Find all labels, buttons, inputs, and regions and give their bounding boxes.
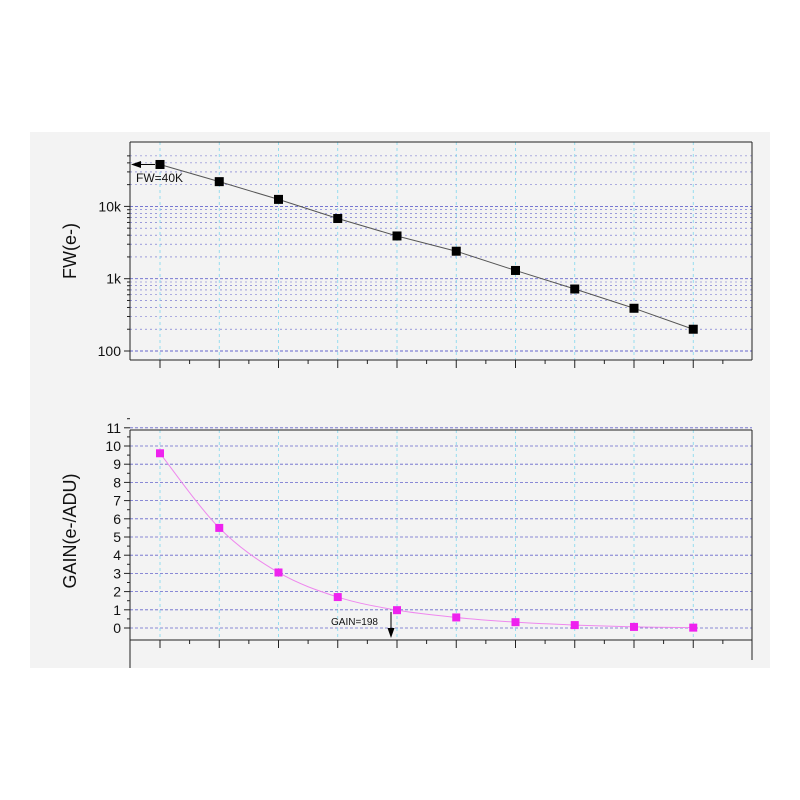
gain-data-point <box>333 593 342 602</box>
fw-plot-area <box>130 142 752 360</box>
gain-annotation-arrowhead <box>387 628 395 638</box>
fw-ylabel: FW(e-) <box>60 223 80 279</box>
fw-data-point <box>511 265 520 275</box>
gain-data-point <box>156 449 164 458</box>
gain-y-tick-label: 7 <box>113 493 121 509</box>
fw-data-point <box>214 177 224 187</box>
gain-y-tick-label: 5 <box>113 529 121 545</box>
gain-panel: 0 1 2 3 4 5 6 7 8 9 10 11 GAIN=198 GAIN(e-/ADU) <box>60 418 753 668</box>
gain-plot-area <box>130 430 752 640</box>
gain-y-tick-label: 1 <box>113 602 121 618</box>
fw-annotation-label: FW=40K <box>136 171 183 185</box>
gain-y-tick-label: 10 <box>105 438 121 454</box>
gain-data-point <box>452 613 461 622</box>
gain-ylabel: GAIN(e-/ADU) <box>60 473 80 588</box>
gain-data-point <box>570 621 579 630</box>
fw-panel: 100 1k 10k FW=40K FW(e-) <box>60 141 753 368</box>
gain-y-tick-label: 0 <box>113 620 121 636</box>
fw-data-point <box>274 194 283 204</box>
gain-y-tick-label: 4 <box>113 547 121 563</box>
figure: 100 1k 10k FW=40K FW(e-) 0 1 2 3 4 5 6 7 8 9 10 11 GA… <box>30 132 770 668</box>
gain-annotation-label: GAIN=198 <box>331 617 378 628</box>
fw-data-point <box>155 159 165 169</box>
fw-series-line <box>159 164 694 330</box>
gain-data-point <box>393 606 401 615</box>
fw-y-tick-label: 10k <box>98 198 122 214</box>
fw-data-point <box>333 214 343 224</box>
fw-annotation-arrowhead <box>131 160 141 168</box>
gain-y-tick-label: 11 <box>106 420 121 436</box>
gain-y-tick-label: 3 <box>113 565 121 581</box>
gain-y-tick-label: 2 <box>113 584 121 600</box>
gain-series-line <box>159 452 694 629</box>
gain-y-tick-label: 9 <box>113 456 121 472</box>
fw-y-tick-label: 1k <box>106 271 122 287</box>
chart-canvas: 100 1k 10k FW=40K FW(e-) 0 1 2 3 4 5 6 7 8 9 10 11 GA… <box>60 141 753 668</box>
gain-y-tick-label: 8 <box>113 474 121 490</box>
gain-y-tick-label: 6 <box>113 511 121 527</box>
gain-data-point <box>215 523 224 532</box>
fw-data-point <box>392 231 402 241</box>
gain-data-point <box>274 568 283 577</box>
gain-data-point <box>511 618 520 627</box>
fw-y-tick-label: 100 <box>98 343 122 359</box>
gain-data-point <box>630 622 638 631</box>
gain-data-point <box>689 623 698 632</box>
fw-data-point <box>688 324 698 334</box>
fw-data-point <box>451 246 461 256</box>
fw-data-point <box>629 303 639 313</box>
fw-data-point <box>570 284 580 294</box>
